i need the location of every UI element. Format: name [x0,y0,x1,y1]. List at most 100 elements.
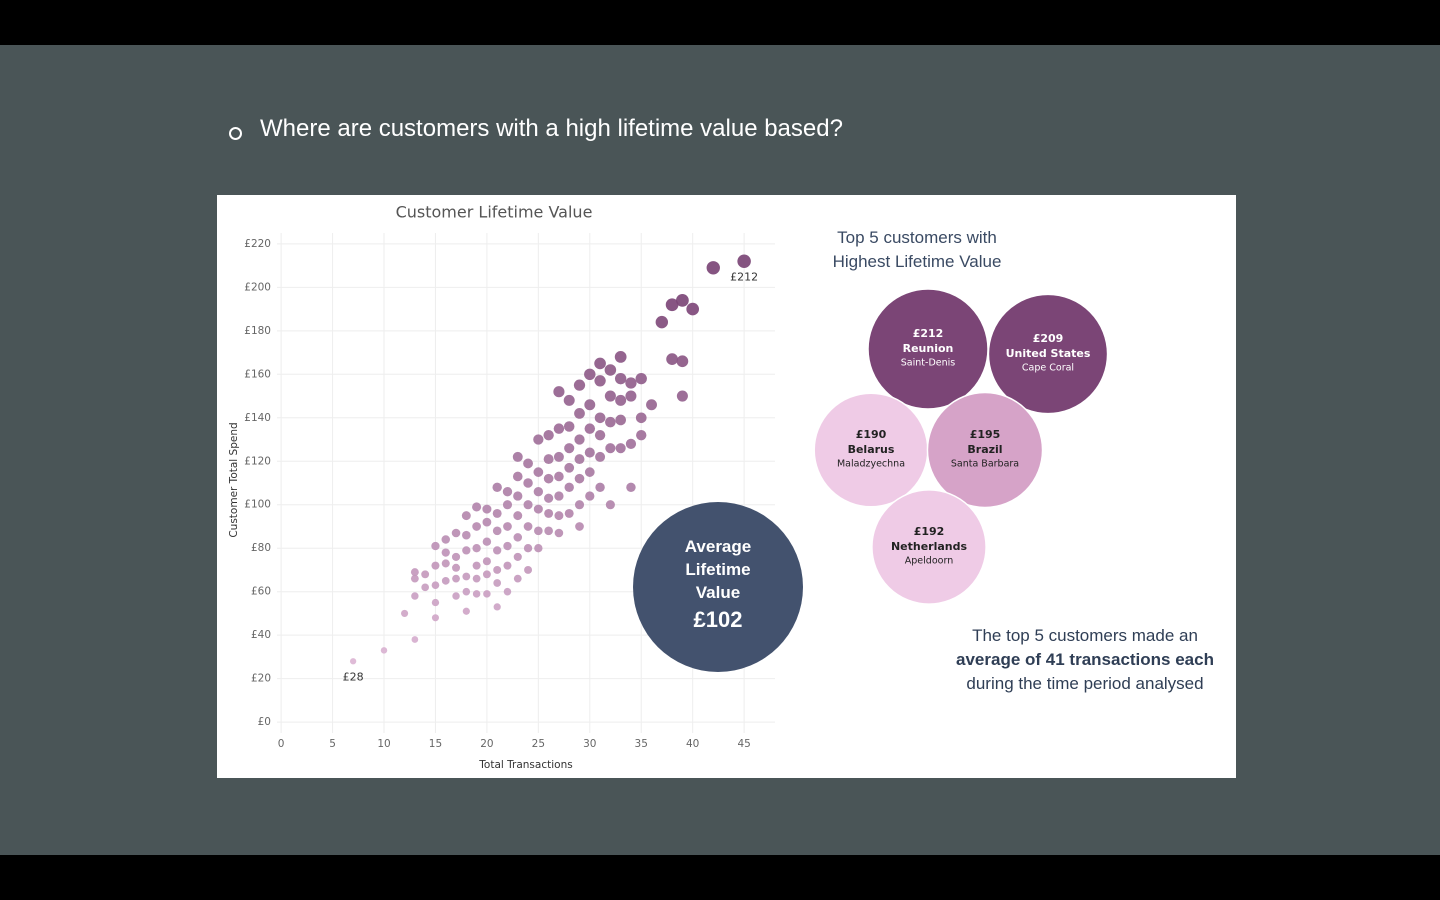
point [452,563,461,572]
bubble-city: Apeldoorn [905,556,953,567]
bubble-city: Cape Coral [1022,363,1074,374]
data-label: £28 [343,670,364,683]
point [493,579,502,587]
point [573,379,586,391]
point [441,559,450,568]
y-tick-label: £200 [244,281,271,293]
point [513,552,522,561]
summary-text: during the time period analysed [966,674,1204,693]
point [523,500,533,510]
point [523,522,533,531]
data-label: £212 [730,270,758,283]
point [452,574,460,583]
point [615,394,627,406]
average-value: £102 [693,607,743,632]
point [543,473,554,484]
bubble-city: Saint-Denis [901,358,955,369]
x-tick-label: 10 [377,738,390,750]
y-tick-label: £80 [251,542,271,554]
point [462,546,471,555]
bubble [926,391,1044,509]
point [585,491,595,501]
bubble-country: Netherlands [891,540,968,553]
point [605,443,616,454]
point [472,544,481,553]
point [614,372,627,385]
point [513,533,523,542]
point [513,491,523,501]
point [574,434,585,445]
point [493,546,502,555]
point [472,574,481,583]
point [543,429,554,441]
bubble-value: £190 [856,428,887,441]
point [563,421,575,432]
x-tick-label: 15 [429,738,442,750]
point [534,526,543,536]
y-tick-label: £100 [244,499,271,511]
point [482,517,492,527]
y-tick-label: £40 [251,629,271,641]
point [737,254,751,269]
average-card: Average Lifetime Value £102 [668,535,768,631]
point [544,508,554,518]
bubble-value: £192 [914,525,945,538]
point [706,261,720,275]
point [493,565,502,574]
point [502,487,513,497]
point [575,522,584,531]
point [410,568,419,577]
point [410,574,419,583]
point [502,500,513,510]
point [533,504,543,514]
point [512,471,523,482]
average-circle [633,502,803,672]
point [553,451,564,462]
point [431,581,440,590]
y-tick-label: £220 [244,238,271,250]
bubble-title: Top 5 customers with Highest Lifetime Va… [832,228,1002,271]
point [544,526,553,536]
chart-title: Customer Lifetime Value [396,203,593,222]
x-tick-label: 35 [635,738,648,750]
point [574,408,585,419]
point [594,357,606,370]
point [411,592,419,600]
point [462,607,470,615]
point [441,535,450,544]
y-tick-label: £160 [244,368,271,380]
point [431,561,440,570]
point [492,482,502,493]
point [574,500,585,510]
point [431,598,440,607]
y-tick-label: £180 [244,325,271,337]
y-tick-label: £20 [251,673,271,685]
point [605,500,615,510]
y-tick-label: £0 [258,716,271,728]
point [451,552,461,561]
point [676,390,688,402]
point [635,412,647,424]
point [554,471,564,482]
summary: The top 5 customers made an average of 4… [940,624,1230,696]
point [564,508,574,518]
bubble-country: Brazil [967,443,1002,456]
point [441,576,450,585]
point [482,570,491,579]
point [574,454,585,465]
point [534,544,543,553]
point [482,537,492,546]
point [544,493,554,503]
bubble [987,293,1109,415]
y-tick-label: £60 [251,586,271,598]
summary-text: The top 5 customers made an [972,626,1198,645]
point [461,511,471,521]
x-tick-label: 30 [583,738,596,750]
point [615,443,626,454]
point [625,377,637,389]
point [513,511,523,521]
point [655,315,669,329]
bubble-country: Reunion [903,342,954,355]
